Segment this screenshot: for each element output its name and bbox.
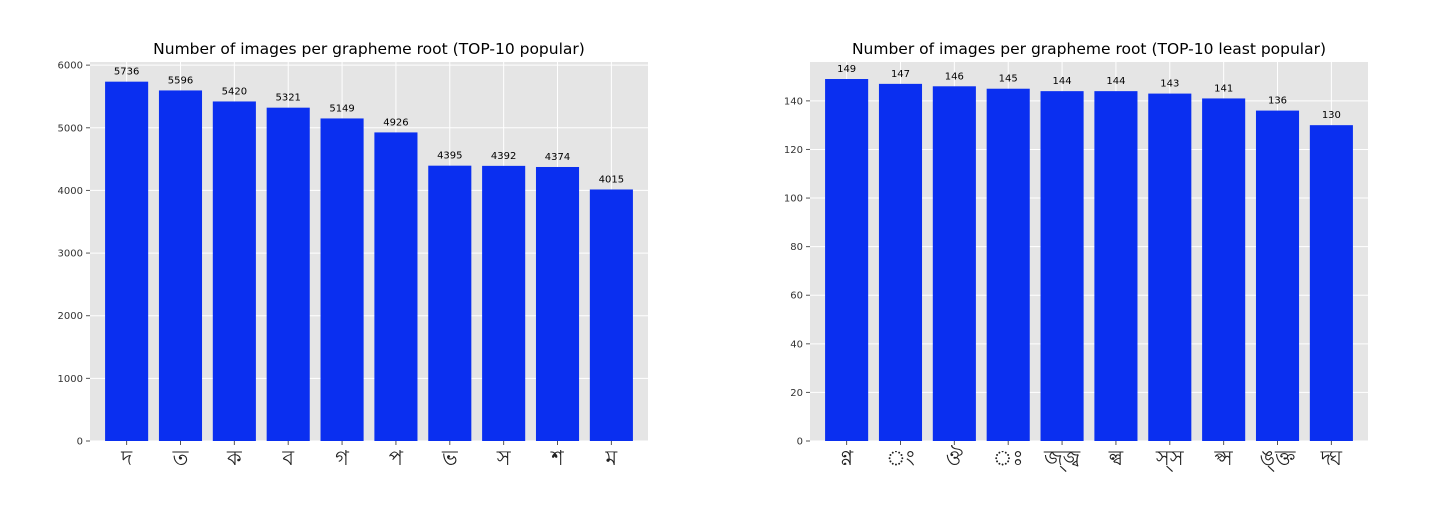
bar (535, 166, 580, 441)
bar (878, 83, 923, 441)
data-label: 4392 (491, 151, 516, 162)
y-tick-label: 20 (790, 388, 803, 399)
x-tick-label: শ (550, 446, 564, 470)
data-label: 5736 (114, 67, 139, 78)
bar (1202, 98, 1246, 441)
data-label: 141 (1214, 83, 1233, 94)
y-tick-label: 100 (784, 194, 803, 205)
x-tick-label: ণ্ণ (840, 446, 854, 470)
y-tick-label: 0 (797, 437, 803, 448)
bar (932, 86, 976, 442)
x-tick-label: জ্জ্ব (1043, 446, 1081, 472)
data-label: 4374 (545, 152, 570, 163)
bar (1255, 110, 1300, 441)
x-tick-label: ং (886, 446, 915, 470)
data-label: 130 (1322, 110, 1341, 121)
bar (212, 101, 256, 441)
x-tick-label: ভ (441, 446, 458, 470)
x-tick-label: স্স (1155, 446, 1185, 472)
chart-title: Number of images per grapheme root (TOP-… (153, 40, 585, 58)
bar (428, 165, 472, 441)
data-label: 147 (891, 69, 910, 80)
y-tick-label: 0 (77, 437, 83, 448)
bar (1309, 125, 1353, 442)
data-label: 143 (1160, 79, 1179, 90)
x-tick-label: ঃ (993, 446, 1024, 470)
data-label: 5321 (275, 93, 300, 104)
bar (482, 165, 526, 441)
y-tick-label: 2000 (58, 311, 83, 322)
data-label: 4395 (437, 151, 462, 162)
data-label: 5596 (168, 75, 193, 86)
y-tick-label: 60 (790, 291, 803, 302)
x-tick-label: প (389, 446, 404, 470)
bar (158, 90, 203, 441)
bar (320, 118, 364, 441)
bar (374, 132, 418, 441)
y-tick-label: 80 (790, 242, 803, 253)
y-tick-label: 5000 (58, 123, 83, 134)
chart-title: Number of images per grapheme root (TOP-… (852, 40, 1326, 58)
data-label: 144 (1106, 76, 1125, 87)
y-tick-label: 4000 (58, 186, 83, 197)
data-label: 4926 (383, 117, 408, 128)
data-label: 5149 (329, 103, 354, 114)
x-tick-label: প্স (1214, 446, 1234, 470)
data-label: 146 (945, 71, 964, 82)
data-label: 4015 (599, 174, 624, 185)
y-tick-label: 3000 (58, 249, 83, 260)
y-tick-label: 1000 (58, 374, 83, 385)
x-tick-label: ত (172, 446, 190, 470)
bar (589, 189, 633, 441)
y-tick-label: 6000 (58, 61, 83, 72)
bar (105, 81, 149, 441)
y-tick-label: 140 (784, 96, 803, 107)
data-label: 144 (1053, 76, 1072, 87)
x-tick-label: ঙ্ক্ত (1260, 446, 1296, 472)
data-label: 145 (999, 74, 1018, 85)
x-tick-label: ঔ (946, 445, 963, 470)
data-label: 5420 (222, 86, 247, 97)
x-tick-label: গ (335, 446, 350, 470)
x-tick-label: স (496, 446, 512, 470)
x-tick-label: ম (605, 446, 618, 470)
data-label: 136 (1268, 96, 1287, 107)
bar (825, 79, 869, 441)
bar (986, 88, 1030, 441)
x-tick-label: ব (281, 446, 294, 470)
data-label: 149 (837, 64, 856, 75)
bar (266, 107, 310, 441)
y-tick-label: 40 (790, 339, 803, 350)
x-tick-label: দ্ঘ (1320, 446, 1343, 470)
x-tick-label: ক (226, 446, 242, 470)
bar (1148, 93, 1192, 441)
x-tick-label: ল্ব (1108, 446, 1124, 470)
bar (1040, 91, 1084, 442)
y-tick-label: 120 (784, 145, 803, 156)
x-tick-label: দ (120, 446, 133, 470)
chart-least-popular: 149 147 146 145 144 144 143 141 136 130 0 20 40 60 80 1… (784, 40, 1368, 472)
chart-top-popular: 5736 5596 5420 5321 5149 4926 4395 4392 4374 4015… (58, 40, 648, 470)
bar (1094, 91, 1138, 442)
